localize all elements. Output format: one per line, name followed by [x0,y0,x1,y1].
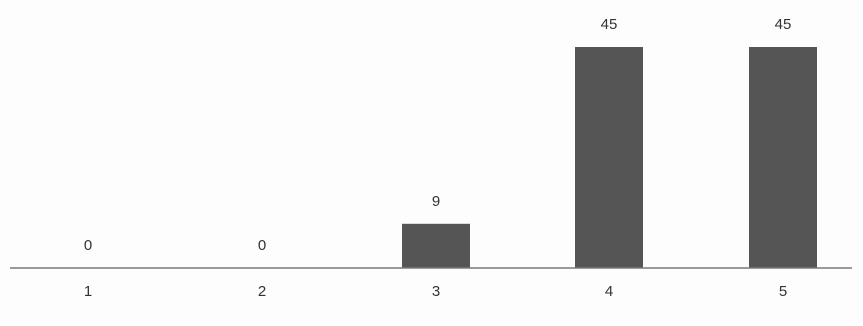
x-tick-label-1: 1 [84,283,92,300]
x-tick-label-3: 3 [432,283,440,300]
data-label-4: 45 [601,16,618,33]
bar-4 [575,47,643,268]
x-tick-label-5: 5 [779,283,787,300]
data-label-1: 0 [84,237,92,254]
bar-3 [402,223,470,268]
data-label-3: 9 [432,193,440,210]
bar-5 [749,47,817,268]
x-tick-label-4: 4 [605,283,613,300]
data-label-5: 45 [775,16,792,33]
x-tick-label-2: 2 [258,283,266,300]
data-label-2: 0 [258,237,266,254]
